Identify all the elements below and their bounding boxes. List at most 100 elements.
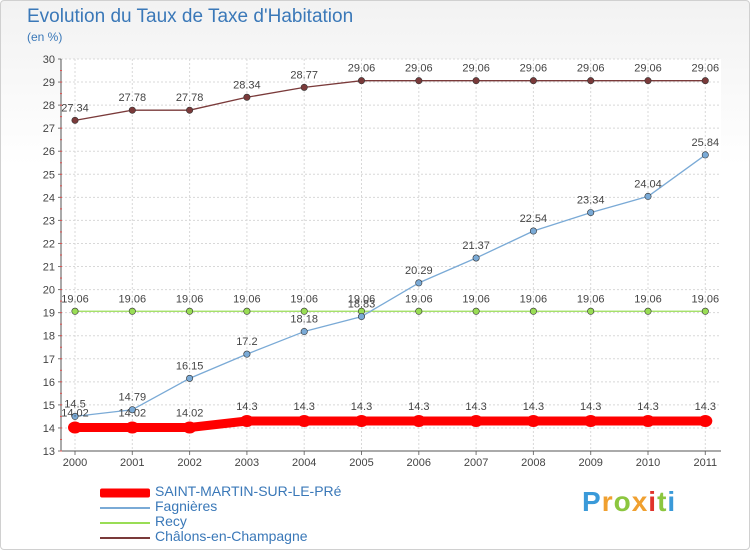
x-tick-label: 2000 (63, 457, 87, 469)
y-tick-label: 28 (43, 100, 55, 112)
logo-letter: o (613, 486, 632, 517)
data-point-fagni-res (472, 254, 480, 262)
data-label-ch-lons-en-champagne: 28.77 (290, 69, 318, 81)
data-point-saint-martin-sur-le-pr- (125, 421, 140, 434)
data-point-recy (300, 307, 308, 315)
data-label-saint-martin-sur-le-pr-: 14.3 (695, 401, 716, 413)
data-label-recy: 19.06 (290, 293, 318, 305)
data-point-fagni-res (128, 406, 136, 414)
y-tick-label: 18 (43, 331, 55, 343)
data-label-fagni-res: 14.5 (64, 398, 85, 410)
chart-title: Evolution du Taux de Taxe d'Habitation (27, 6, 354, 27)
data-point-recy (243, 307, 251, 315)
data-label-saint-martin-sur-le-pr-: 14.3 (408, 401, 429, 413)
data-point-fagni-res (701, 151, 709, 159)
series-line-saint-martin-sur-le-pr- (75, 416, 706, 432)
data-label-fagni-res: 22.54 (520, 213, 548, 225)
data-label-ch-lons-en-champagne: 27.78 (119, 92, 147, 104)
plot-area (61, 59, 721, 451)
data-point-saint-martin-sur-le-pr- (182, 421, 197, 434)
data-label-saint-martin-sur-le-pr-: 14.3 (465, 401, 486, 413)
y-tick-label: 22 (43, 238, 55, 250)
data-label-saint-martin-sur-le-pr-: 14.3 (236, 401, 257, 413)
data-point-recy (701, 307, 709, 315)
data-label-recy: 19.06 (462, 293, 490, 305)
x-tick-label: 2008 (521, 457, 545, 469)
legend-entry-saint-martin: SAINT-MARTIN-SUR-LE-PRé (100, 483, 400, 500)
legend-label-chalons: Châlons-en-Champagne (155, 528, 308, 544)
y-tick-label: 14 (43, 423, 55, 435)
data-point-saint-martin-sur-le-pr- (698, 415, 713, 428)
data-point-ch-lons-en-champagne (587, 77, 595, 85)
logo-letter: r (601, 486, 614, 517)
data-label-recy: 19.06 (61, 293, 89, 305)
data-point-ch-lons-en-champagne (128, 106, 136, 114)
data-label-fagni-res: 16.15 (176, 360, 204, 372)
legend-entry-fagnieres: Fagnières (100, 498, 400, 515)
chart-subtitle: (en %) (27, 30, 63, 44)
data-point-saint-martin-sur-le-pr- (526, 415, 541, 428)
legend-swatch-saint-martin (100, 488, 150, 498)
data-point-saint-martin-sur-le-pr- (641, 415, 655, 428)
y-tick-label: 19 (43, 308, 55, 320)
data-point-fagni-res (186, 374, 194, 382)
legend-entry-chalons: Châlons-en-Champagne (100, 528, 400, 545)
proxiti-logo: Proxiti (582, 486, 676, 518)
data-label-ch-lons-en-champagne: 29.06 (577, 63, 605, 75)
y-tick-label: 27 (43, 123, 55, 135)
y-tick-label: 24 (43, 192, 55, 204)
data-label-recy: 19.06 (348, 293, 376, 305)
data-point-ch-lons-en-champagne (243, 93, 251, 101)
logo-letter: x (631, 486, 649, 517)
y-tick-label: 21 (43, 262, 55, 274)
data-point-fagni-res (529, 227, 537, 235)
data-point-recy (587, 307, 595, 315)
data-label-ch-lons-en-champagne: 29.06 (634, 63, 662, 75)
series-line-ch-lons-en-champagne (74, 80, 706, 121)
data-point-saint-martin-sur-le-pr- (239, 415, 254, 428)
data-point-recy (644, 307, 652, 315)
y-tick-label: 25 (43, 169, 55, 181)
data-label-recy: 19.06 (692, 293, 720, 305)
data-label-fagni-res: 17.2 (236, 336, 257, 348)
data-label-recy: 19.06 (176, 293, 204, 305)
x-tick-label: 2007 (464, 457, 488, 469)
data-label-fagni-res: 18.18 (290, 314, 318, 326)
data-label-ch-lons-en-champagne: 29.06 (462, 63, 490, 75)
y-tick-label: 13 (43, 446, 55, 458)
data-point-ch-lons-en-champagne (529, 77, 537, 85)
data-point-fagni-res (644, 192, 652, 200)
data-label-ch-lons-en-champagne: 29.06 (692, 63, 720, 75)
data-label-saint-martin-sur-le-pr-: 14.3 (580, 401, 601, 413)
legend-swatch-chalons (100, 537, 150, 539)
data-point-saint-martin-sur-le-pr- (411, 415, 426, 428)
legend-label-recy: Recy (155, 513, 187, 529)
data-label-recy: 19.06 (577, 293, 605, 305)
y-tick-label: 30 (43, 54, 55, 66)
x-tick-label: 2010 (636, 457, 660, 469)
data-label-ch-lons-en-champagne: 27.34 (61, 102, 89, 114)
data-label-saint-martin-sur-le-pr-: 14.3 (351, 401, 372, 413)
data-label-ch-lons-en-champagne: 29.06 (405, 63, 433, 75)
data-label-ch-lons-en-champagne: 29.06 (520, 63, 548, 75)
data-label-recy: 19.06 (520, 293, 548, 305)
data-point-recy (128, 307, 136, 315)
data-label-recy: 19.06 (119, 293, 147, 305)
data-point-fagni-res (357, 313, 365, 321)
data-point-ch-lons-en-champagne (644, 77, 652, 85)
data-point-ch-lons-en-champagne (300, 83, 308, 91)
data-label-ch-lons-en-champagne: 27.78 (176, 92, 204, 104)
data-label-recy: 19.06 (405, 293, 433, 305)
data-point-ch-lons-en-champagne (357, 77, 365, 85)
data-label-fagni-res: 25.84 (692, 137, 720, 149)
data-label-saint-martin-sur-le-pr-: 14.02 (119, 407, 147, 419)
data-label-saint-martin-sur-le-pr-: 14.02 (61, 407, 89, 419)
data-point-saint-martin-sur-le-pr- (354, 415, 369, 428)
y-tick-label: 16 (43, 377, 55, 389)
data-point-ch-lons-en-champagne (415, 77, 423, 85)
legend-label-fagnieres: Fagnières (155, 498, 218, 514)
data-point-fagni-res (71, 412, 79, 420)
data-point-saint-martin-sur-le-pr- (297, 415, 312, 428)
data-point-recy (71, 307, 79, 315)
data-label-saint-martin-sur-le-pr-: 14.3 (523, 401, 544, 413)
